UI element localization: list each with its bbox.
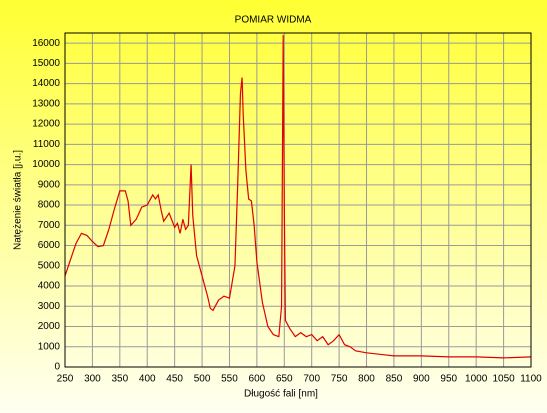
y-tick-label: 2000: [38, 321, 61, 332]
y-tick-label: 13000: [32, 98, 60, 109]
x-tick-label: 350: [111, 374, 128, 385]
y-tick-label: 1000: [38, 341, 61, 352]
x-tick-label: 250: [57, 374, 74, 385]
x-tick-label: 900: [413, 374, 430, 385]
x-tick-label: 800: [358, 374, 375, 385]
y-tick-label: 3000: [38, 301, 61, 312]
x-tick-label: 450: [166, 374, 183, 385]
y-tick-label: 14000: [32, 78, 60, 89]
plot: [64, 35, 532, 359]
chart-title: POMIAR WIDMA: [235, 15, 312, 26]
y-tick-label: 6000: [38, 240, 61, 251]
y-tick-label: 8000: [38, 200, 61, 211]
x-tick-label: 700: [303, 374, 320, 385]
x-tick-label: 750: [331, 374, 348, 385]
x-tick-label: 650: [276, 374, 293, 385]
y-tick-label: 12000: [32, 119, 60, 130]
y-tick-label: 15000: [32, 58, 60, 69]
y-tick-label: 11000: [33, 139, 61, 150]
y-tick-label: 4000: [38, 281, 61, 292]
y-tick-label: 9000: [38, 179, 61, 190]
x-tick-label: 550: [221, 374, 238, 385]
y-tick-label: 5000: [38, 260, 61, 271]
x-tick-label: 950: [440, 374, 457, 385]
y-tick-label: 16000: [32, 38, 60, 49]
spectrum-line: [64, 35, 532, 359]
y-axis-label: Natężenie światła [j.u.]: [13, 150, 24, 250]
x-tick-label: 1050: [492, 374, 515, 385]
x-tick-label: 850: [386, 374, 403, 385]
x-tick-label: 400: [139, 374, 156, 385]
y-tick-label: 7000: [38, 220, 61, 231]
x-tick-label: 1000: [465, 374, 488, 385]
plot-border: [64, 32, 532, 368]
y-tick-label: 10000: [32, 159, 60, 170]
x-tick-label: 300: [84, 374, 101, 385]
x-tick-label: 500: [194, 374, 211, 385]
x-axis-label: Długość fali [nm]: [244, 389, 318, 400]
x-tick-label: 600: [249, 374, 266, 385]
x-tick-label: 1100: [520, 374, 542, 385]
y-tick-label: 0: [54, 362, 60, 373]
